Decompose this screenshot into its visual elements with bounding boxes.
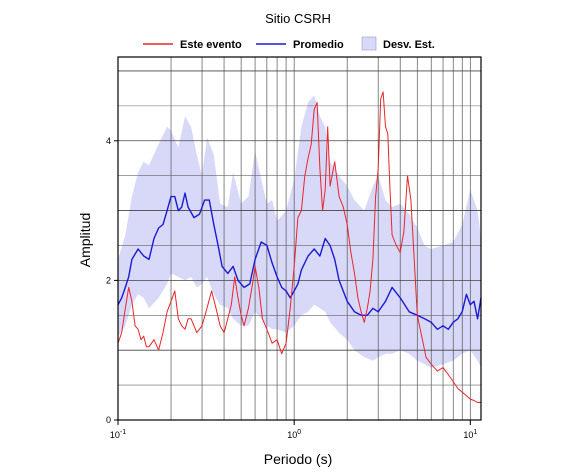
x-tick-label: 100 — [287, 429, 301, 440]
y-tick-label: 4 — [106, 136, 111, 146]
legend-label-promedio: Promedio — [293, 39, 344, 51]
legend-label-este-evento: Este evento — [180, 39, 242, 51]
chart-legend: Este evento Promedio Desv. Est. — [143, 36, 435, 51]
series-line-promedio — [117, 192, 482, 330]
legend-label-desv-est: Desv. Est. — [383, 39, 435, 51]
x-tick-label: 101 — [463, 429, 477, 440]
legend-swatch-desv-est — [361, 36, 377, 51]
x-tick-exponent: 0 — [297, 429, 301, 436]
y-tick-label: 2 — [106, 275, 111, 285]
series-layer — [117, 91, 482, 403]
y-axis-label: Amplitud — [77, 213, 93, 267]
chart-title: Sitio CSRH — [265, 11, 331, 26]
x-axis-label: Periodo (s) — [264, 451, 332, 467]
plot-frame — [117, 56, 482, 421]
std-dev-band-layer — [118, 95, 481, 368]
y-tick-label: 0 — [106, 415, 111, 425]
std-dev-band — [118, 95, 481, 368]
x-tick-exponent: -1 — [120, 429, 126, 436]
series-line-este-evento — [117, 91, 481, 403]
x-tick-exponent: 1 — [473, 429, 477, 436]
x-tick-label: 10-1 — [110, 429, 126, 440]
